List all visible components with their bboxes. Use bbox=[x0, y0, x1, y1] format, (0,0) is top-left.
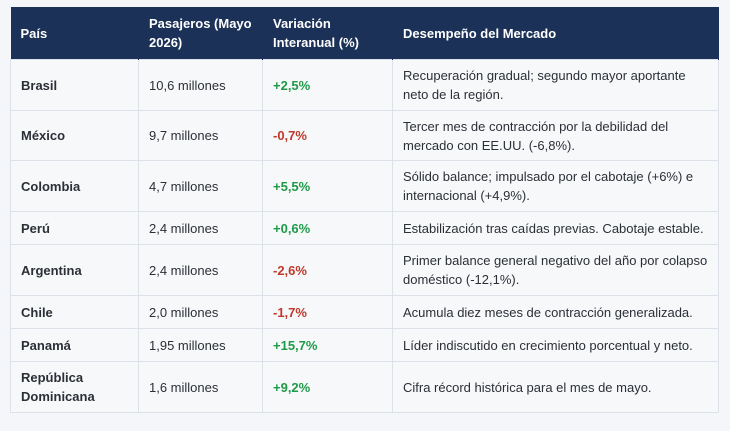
cell-country: Chile bbox=[10, 295, 139, 329]
cell-change: -0,7% bbox=[262, 110, 393, 161]
cell-country: Perú bbox=[10, 211, 139, 245]
cell-change: +5,5% bbox=[262, 160, 393, 212]
header-row: País Pasajeros (Mayo 2026) Variación Int… bbox=[10, 7, 719, 60]
cell-change: +15,7% bbox=[262, 328, 393, 362]
table-row: Chile 2,0 millones -1,7% Acumula diez me… bbox=[10, 295, 719, 329]
cell-passengers: 1,95 millones bbox=[138, 328, 263, 362]
cell-change: -2,6% bbox=[262, 244, 393, 296]
cell-passengers: 1,6 millones bbox=[138, 361, 263, 413]
cell-passengers: 9,7 millones bbox=[138, 110, 263, 161]
cell-change: +0,6% bbox=[262, 211, 393, 245]
cell-passengers: 2,4 millones bbox=[138, 244, 263, 296]
cell-change: -1,7% bbox=[262, 295, 393, 329]
cell-performance: Estabilización tras caídas previas. Cabo… bbox=[392, 211, 719, 245]
table-row: Panamá 1,95 millones +15,7% Líder indisc… bbox=[10, 328, 719, 362]
cell-performance: Cifra récord histórica para el mes de ma… bbox=[392, 361, 719, 413]
cell-passengers: 4,7 millones bbox=[138, 160, 263, 212]
table-row: Brasil 10,6 millones +2,5% Recuperación … bbox=[10, 59, 719, 111]
cell-country: Panamá bbox=[10, 328, 139, 362]
cell-passengers: 2,0 millones bbox=[138, 295, 263, 329]
cell-performance: Primer balance general negativo del año … bbox=[392, 244, 719, 296]
cell-performance: Líder indiscutido en crecimiento porcent… bbox=[392, 328, 719, 362]
cell-performance: Sólido balance; impulsado por el cabotaj… bbox=[392, 160, 719, 212]
cell-passengers: 2,4 millones bbox=[138, 211, 263, 245]
passenger-table: País Pasajeros (Mayo 2026) Variación Int… bbox=[10, 7, 719, 413]
header-country: País bbox=[10, 7, 139, 60]
table-row: Perú 2,4 millones +0,6% Estabilización t… bbox=[10, 211, 719, 245]
header-performance: Desempeño del Mercado bbox=[392, 7, 719, 60]
header-change: Variación Interanual (%) bbox=[262, 7, 393, 60]
cell-change: +2,5% bbox=[262, 59, 393, 111]
table-row: México 9,7 millones -0,7% Tercer mes de … bbox=[10, 110, 719, 161]
table-row: República Dominicana 1,6 millones +9,2% … bbox=[10, 361, 719, 413]
cell-performance: Recuperación gradual; segundo mayor apor… bbox=[392, 59, 719, 111]
cell-country: México bbox=[10, 110, 139, 161]
header-passengers: Pasajeros (Mayo 2026) bbox=[138, 7, 263, 60]
cell-passengers: 10,6 millones bbox=[138, 59, 263, 111]
table-row: Colombia 4,7 millones +5,5% Sólido balan… bbox=[10, 160, 719, 212]
cell-country: Colombia bbox=[10, 160, 139, 212]
table-row: Argentina 2,4 millones -2,6% Primer bala… bbox=[10, 244, 719, 296]
table-container: País Pasajeros (Mayo 2026) Variación Int… bbox=[10, 7, 719, 413]
cell-performance: Acumula diez meses de contracción genera… bbox=[392, 295, 719, 329]
cell-change: +9,2% bbox=[262, 361, 393, 413]
cell-performance: Tercer mes de contracción por la debilid… bbox=[392, 110, 719, 161]
cell-country: Argentina bbox=[10, 244, 139, 296]
cell-country: República Dominicana bbox=[10, 361, 139, 413]
cell-country: Brasil bbox=[10, 59, 139, 111]
